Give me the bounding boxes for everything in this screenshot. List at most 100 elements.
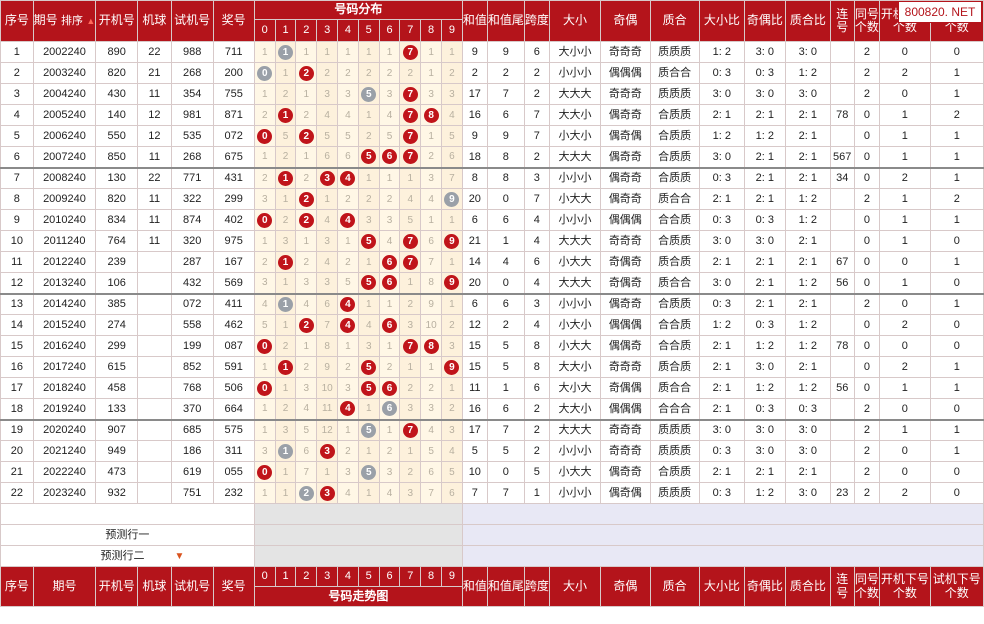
row-pc-ratio: 1: 2 bbox=[784, 377, 831, 399]
row-seq: 4 bbox=[0, 104, 34, 126]
sort-toggle[interactable]: 排序 bbox=[61, 15, 84, 28]
hit-ball: 5 bbox=[361, 149, 377, 165]
row-trial-next: 0 bbox=[929, 482, 984, 504]
repeat-ball: 1 bbox=[278, 44, 294, 60]
row-trial-next: 0 bbox=[929, 314, 984, 336]
digit-cell-3: 12 bbox=[316, 418, 339, 441]
row-seq: 18 bbox=[0, 398, 34, 420]
hit-ball: 9 bbox=[444, 359, 460, 375]
digit-cell-2: 3 bbox=[295, 377, 318, 399]
row-sum: 20 bbox=[461, 188, 488, 210]
digit-cell-0: 1 bbox=[253, 356, 276, 378]
hit-ball: 2 bbox=[298, 212, 314, 228]
row-span: 4 bbox=[523, 230, 550, 252]
row-period: 2022240 bbox=[32, 461, 97, 483]
row-seq: 10 bbox=[0, 230, 34, 252]
row-period: 2010240 bbox=[32, 209, 97, 231]
row-period: 2018240 bbox=[32, 377, 97, 399]
header-digit-8: 8 bbox=[420, 19, 443, 42]
row-consec: 23 bbox=[829, 482, 855, 504]
row-consec bbox=[829, 292, 855, 315]
row-oddeven: 奇奇奇 bbox=[600, 83, 651, 105]
repeat-ball: 5 bbox=[361, 422, 377, 438]
digit-cell-0: 2 bbox=[253, 166, 276, 189]
row-pc-ratio: 2: 1 bbox=[784, 251, 831, 273]
row-trial-next: 1 bbox=[929, 83, 984, 105]
row-sum: 20 bbox=[461, 272, 488, 294]
header-distribution: 号码分布 bbox=[253, 0, 463, 20]
row-period: 2005240 bbox=[32, 104, 97, 126]
digit-cell-3: 4 bbox=[316, 209, 339, 231]
digit-cell-4: 2 bbox=[337, 440, 359, 462]
digit-cell-1: 1 bbox=[274, 104, 297, 126]
digit-cell-1: 2 bbox=[274, 335, 297, 357]
row-trial-next: 1 bbox=[929, 62, 984, 84]
hit-ball: 1 bbox=[278, 254, 294, 270]
hit-ball: 9 bbox=[444, 275, 460, 291]
predict-row-1[interactable]: 预测行一 bbox=[0, 524, 255, 546]
digit-cell-0: 0 bbox=[253, 377, 276, 399]
digit-cell-8: 2 bbox=[420, 146, 443, 168]
row-primecomp: 合合合 bbox=[649, 398, 700, 420]
hit-ball: 3 bbox=[319, 485, 335, 501]
row-sum: 6 bbox=[461, 209, 488, 231]
row-same: 2 bbox=[853, 398, 881, 420]
row-span: 2 bbox=[523, 418, 550, 441]
row-trial: 199 bbox=[170, 335, 214, 357]
predict-row-2[interactable]: 预测行二 ▼ bbox=[0, 545, 255, 567]
row-primecomp: 合质质 bbox=[649, 166, 700, 189]
row-consec bbox=[829, 188, 855, 210]
row-award: 311 bbox=[212, 440, 255, 462]
row-bs-ratio: 1: 2 bbox=[698, 41, 745, 63]
row-bs-ratio: 0: 3 bbox=[698, 62, 745, 84]
row-seq: 12 bbox=[0, 272, 34, 294]
digit-cell-9: 5 bbox=[441, 461, 463, 483]
hit-ball: 2 bbox=[298, 65, 314, 81]
digit-cell-6: 3 bbox=[378, 83, 401, 105]
row-bs-ratio: 2: 1 bbox=[698, 251, 745, 273]
row-open: 130 bbox=[95, 166, 139, 189]
row-same: 0 bbox=[853, 209, 881, 231]
hit-ball: 5 bbox=[361, 359, 377, 375]
row-oddeven: 偶偶偶 bbox=[600, 398, 651, 420]
row-consec bbox=[829, 41, 855, 63]
site-watermark[interactable]: 800820. NET bbox=[898, 1, 982, 23]
row-span: 2 bbox=[523, 440, 550, 462]
row-bigsmall: 小大大 bbox=[548, 461, 602, 483]
digit-cell-8: 1 bbox=[420, 62, 443, 84]
hit-ball: 0 bbox=[257, 464, 273, 480]
header-digit-3: 3 bbox=[316, 19, 339, 42]
hit-ball: 7 bbox=[402, 233, 418, 249]
hit-ball: 7 bbox=[402, 44, 418, 60]
header-period[interactable]: 期号 排序 ▲ bbox=[32, 0, 97, 42]
digit-cell-1: 1 bbox=[274, 166, 297, 189]
row-bs-ratio: 2: 1 bbox=[698, 335, 745, 357]
row-oe-ratio: 3: 0 bbox=[743, 440, 786, 462]
digit-cell-5: 2 bbox=[357, 62, 380, 84]
row-bs-ratio: 2: 1 bbox=[698, 188, 745, 210]
digit-cell-0: 3 bbox=[253, 440, 276, 462]
digit-cell-5: 2 bbox=[357, 125, 380, 147]
digit-cell-1: 2 bbox=[274, 209, 297, 231]
digit-cell-1: 2 bbox=[274, 146, 297, 168]
arrow-down-icon[interactable]: ▼ bbox=[174, 550, 185, 562]
row-seq: 14 bbox=[0, 314, 34, 336]
hit-ball: 7 bbox=[402, 149, 418, 165]
digit-cell-2: 7 bbox=[295, 461, 318, 483]
digit-cell-5: 4 bbox=[357, 314, 380, 336]
row-span: 7 bbox=[523, 188, 550, 210]
row-period: 2004240 bbox=[32, 83, 97, 105]
digit-cell-6: 6 bbox=[378, 146, 401, 168]
digit-cell-0: 1 bbox=[253, 146, 276, 168]
predict-row-2-digits[interactable] bbox=[253, 545, 463, 567]
row-period: 2020240 bbox=[32, 418, 97, 441]
row-oe-ratio: 3: 0 bbox=[743, 418, 786, 441]
footer-oe-ratio: 奇偶比 bbox=[743, 566, 786, 607]
table-row: 13 2014240 385 072 411 4 1 4 6 4 1 1 2 9 1 6 6 3 小小小 偶奇奇 合质质… bbox=[0, 292, 984, 315]
row-pc-ratio: 3: 0 bbox=[784, 41, 831, 63]
row-primecomp: 合合质 bbox=[649, 314, 700, 336]
predict-row-1-digits[interactable] bbox=[253, 524, 463, 546]
digit-cell-5: 5 bbox=[357, 461, 380, 483]
header-digit-6: 6 bbox=[378, 19, 401, 42]
row-period: 2023240 bbox=[32, 482, 97, 504]
